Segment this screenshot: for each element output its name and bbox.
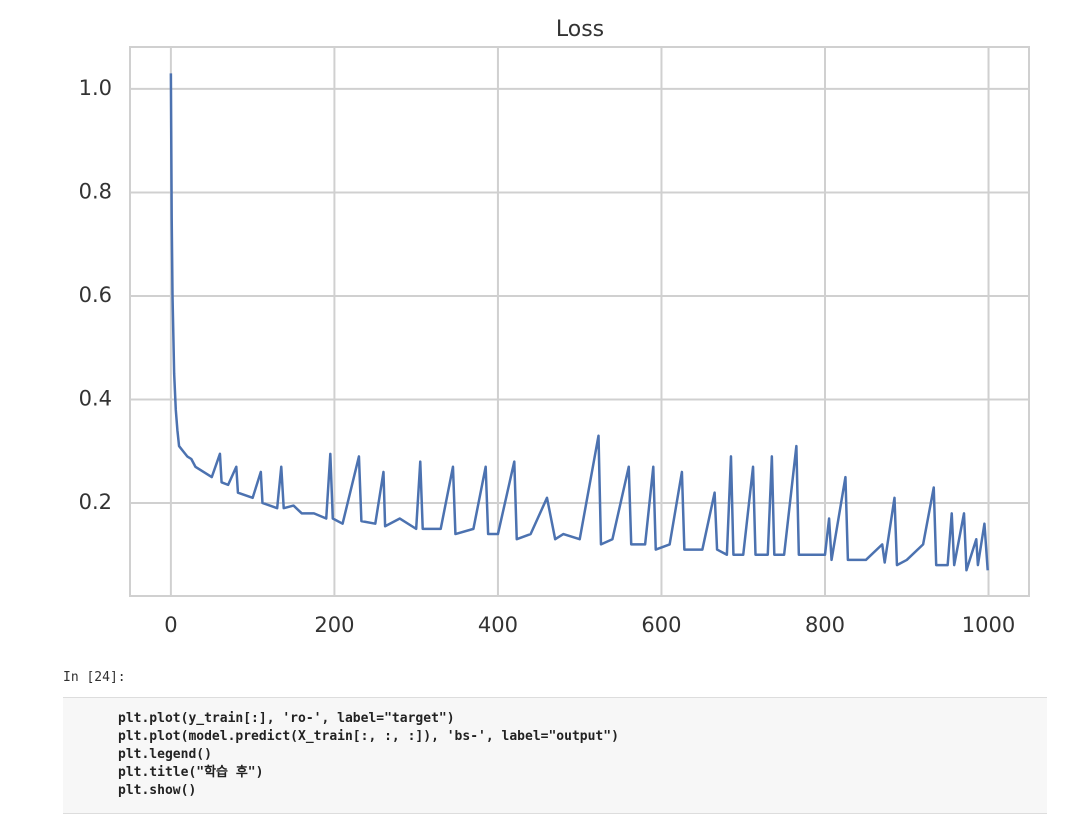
chart-title: Loss <box>556 17 604 42</box>
code-line: plt.title("학습 후") <box>118 765 264 780</box>
plot-frame <box>129 46 1030 597</box>
chart: Loss 0.2 0.4 0.6 0.8 1.0 0 200 400 600 800 1000 <box>79 17 1030 637</box>
x-tick-label: 200 <box>314 613 354 637</box>
code-line: plt.plot(model.predict(X_train[:, :, :])… <box>118 729 619 744</box>
x-tick-label: 400 <box>478 613 518 637</box>
x-tick-label: 600 <box>641 613 681 637</box>
y-tick-label: 0.4 <box>79 386 112 410</box>
x-tick-label: 800 <box>805 613 845 637</box>
y-tick-label: 0.2 <box>79 490 112 514</box>
y-tick-label: 1.0 <box>79 76 112 100</box>
code-cell[interactable]: plt.plot(y_train[:], 'ro-', label="targe… <box>63 697 1047 814</box>
y-tick-label: 0.8 <box>79 179 112 203</box>
x-tick-label: 0 <box>164 613 177 637</box>
loss-line <box>169 73 989 572</box>
code-line: plt.plot(y_train[:], 'ro-', label="targe… <box>118 711 455 726</box>
code: plt.plot(y_train[:], 'ro-', label="targe… <box>118 710 1047 800</box>
x-tick-label: 1000 <box>962 613 1015 637</box>
y-tick-label: 0.6 <box>79 283 112 307</box>
code-line: plt.legend() <box>118 747 212 762</box>
cell-prompt: In [24]: <box>63 670 126 685</box>
code-line: plt.show() <box>118 783 197 798</box>
